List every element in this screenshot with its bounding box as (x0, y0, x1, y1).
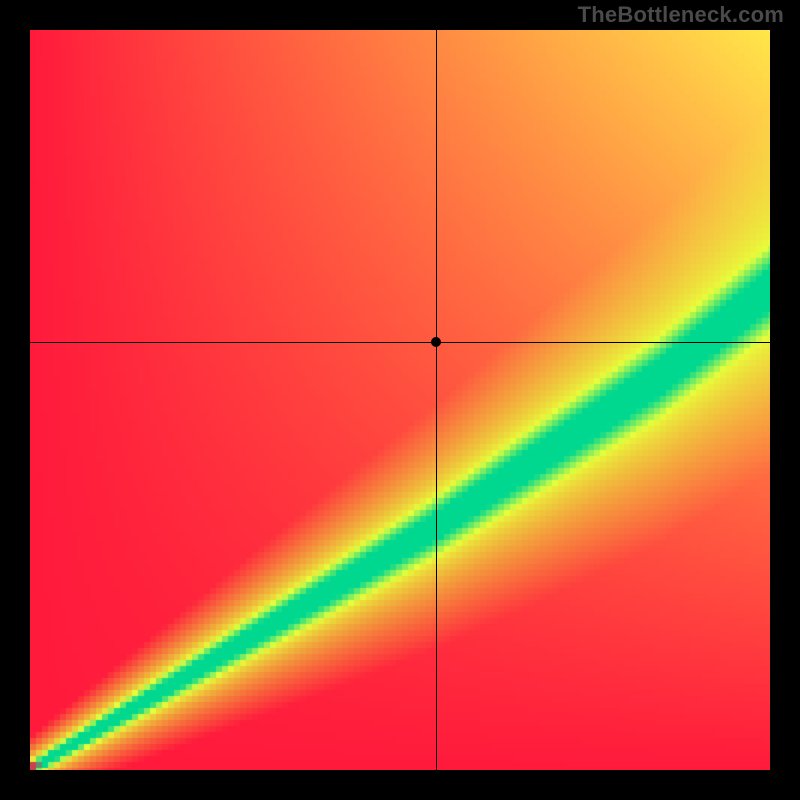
outer-frame: TheBottleneck.com (0, 0, 800, 800)
crosshair-marker (431, 337, 441, 347)
watermark-text: TheBottleneck.com (578, 2, 784, 28)
crosshair-vertical (436, 30, 437, 770)
heatmap-plot (30, 30, 770, 770)
crosshair-horizontal (30, 342, 770, 343)
heatmap-canvas (30, 30, 770, 770)
